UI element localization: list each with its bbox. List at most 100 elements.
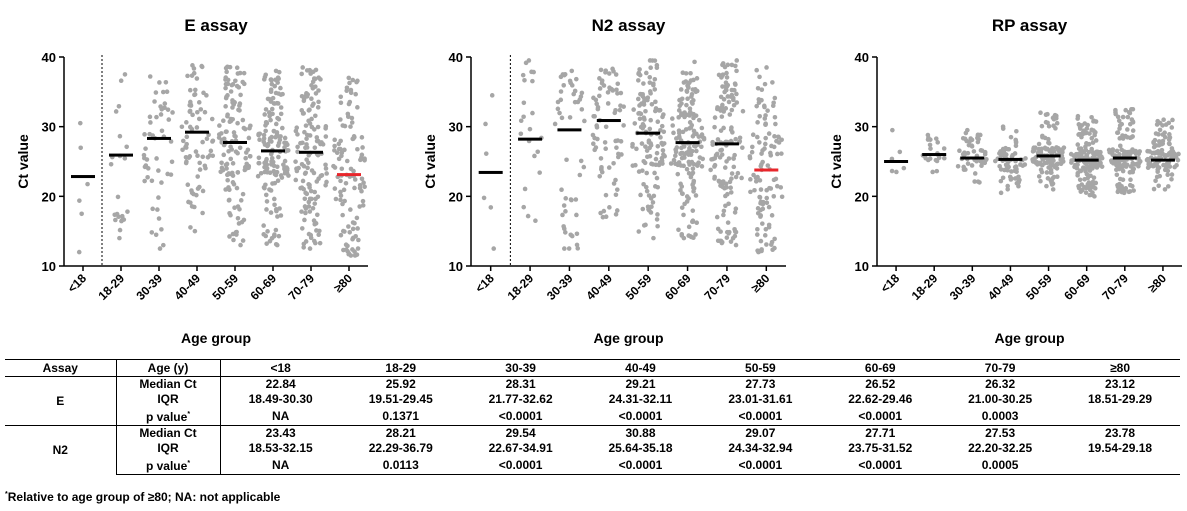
data-point — [1009, 154, 1015, 159]
data-point — [302, 129, 307, 135]
data-point — [1083, 155, 1088, 160]
data-point — [1151, 186, 1157, 192]
data-point — [354, 252, 360, 257]
data-point — [522, 186, 528, 192]
data-point — [324, 171, 329, 176]
value-cell: 22.62-29.46 — [848, 392, 913, 406]
data-point — [676, 108, 682, 113]
data-point — [346, 101, 352, 107]
data-point — [1131, 188, 1136, 193]
data-point — [1089, 182, 1094, 187]
data-point — [229, 170, 235, 176]
data-point — [261, 139, 267, 145]
data-point — [265, 141, 271, 147]
data-point — [650, 58, 655, 63]
y-tick-label: 40 — [855, 50, 869, 65]
data-point — [180, 147, 185, 153]
data-point — [699, 125, 705, 131]
data-point — [613, 72, 619, 77]
data-point — [723, 203, 728, 209]
data-point — [729, 171, 735, 176]
data-point — [192, 87, 198, 93]
data-point — [563, 196, 569, 201]
data-point — [216, 135, 222, 140]
data-point — [1078, 149, 1084, 155]
data-point — [897, 149, 903, 155]
data-point — [569, 68, 575, 74]
data-point — [752, 187, 757, 193]
data-point — [1049, 170, 1054, 175]
data-point — [690, 182, 695, 188]
data-point — [680, 129, 686, 135]
data-point — [1006, 146, 1012, 152]
chart-panel: E assay Ct value 10 20 30 40 <18 18-29 30-39 40-4… — [15, 16, 368, 346]
data-point — [142, 132, 147, 137]
data-point — [149, 178, 155, 184]
data-point — [1093, 119, 1099, 124]
data-point — [184, 159, 189, 165]
data-point — [314, 179, 320, 184]
data-point — [993, 158, 998, 164]
data-point — [768, 186, 774, 191]
data-point — [196, 116, 202, 122]
data-point — [712, 176, 717, 181]
data-point — [1075, 142, 1081, 147]
value-cell: NA — [219, 407, 341, 426]
data-point — [1110, 149, 1115, 154]
data-point — [763, 135, 768, 141]
data-point — [197, 167, 203, 172]
data-point — [267, 138, 273, 143]
y-tick-label: 30 — [42, 120, 56, 135]
data-point — [162, 105, 167, 111]
data-point — [197, 184, 202, 190]
data-point — [227, 64, 233, 70]
data-point — [312, 145, 318, 150]
data-point — [1122, 187, 1128, 192]
data-point — [221, 118, 226, 124]
data-point — [77, 120, 83, 126]
data-point — [343, 242, 349, 248]
data-point — [685, 96, 690, 102]
data-point — [200, 210, 205, 216]
data-point — [231, 237, 236, 243]
data-point — [712, 162, 718, 168]
data-point — [1094, 149, 1099, 155]
data-point — [230, 161, 236, 166]
data-point — [488, 205, 494, 210]
data-point — [323, 134, 329, 139]
data-point — [1114, 172, 1120, 178]
data-point — [281, 162, 286, 167]
data-point — [160, 89, 166, 95]
y-axis-label: Ct value — [15, 134, 31, 189]
data-point — [359, 152, 365, 158]
data-point — [559, 187, 564, 193]
data-point — [223, 95, 229, 101]
data-point — [721, 212, 726, 218]
data-point — [640, 91, 645, 97]
data-point — [243, 150, 249, 155]
data-point — [1117, 176, 1123, 182]
data-point — [1009, 169, 1014, 174]
data-point — [690, 218, 696, 224]
data-point — [194, 76, 200, 81]
data-point — [771, 144, 777, 150]
data-point — [1038, 147, 1043, 153]
data-point — [764, 200, 770, 206]
y-tick-label: 20 — [855, 189, 869, 204]
data-point — [184, 134, 190, 140]
data-point — [348, 124, 353, 129]
median-bar — [109, 153, 133, 157]
data-point — [734, 58, 740, 63]
data-point — [654, 217, 660, 222]
data-point — [569, 197, 574, 203]
table-header-cell: 40-49 — [580, 359, 701, 377]
x-tick-label: 50-59 — [210, 271, 242, 303]
data-point — [350, 77, 356, 83]
data-point — [1005, 183, 1011, 189]
data-point — [590, 132, 596, 138]
data-point — [189, 188, 194, 193]
data-point — [256, 155, 262, 161]
data-point — [276, 116, 282, 122]
data-point — [636, 70, 642, 76]
data-point — [225, 112, 230, 118]
